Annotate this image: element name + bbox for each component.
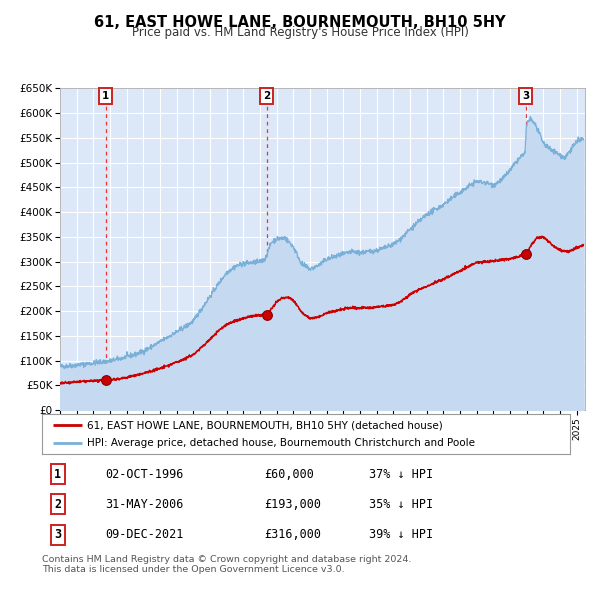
Text: 39% ↓ HPI: 39% ↓ HPI [370,528,433,541]
Text: 1: 1 [54,468,61,481]
Text: 61, EAST HOWE LANE, BOURNEMOUTH, BH10 5HY: 61, EAST HOWE LANE, BOURNEMOUTH, BH10 5H… [94,15,506,30]
Text: 02-OCT-1996: 02-OCT-1996 [106,468,184,481]
Text: 61, EAST HOWE LANE, BOURNEMOUTH, BH10 5HY (detached house): 61, EAST HOWE LANE, BOURNEMOUTH, BH10 5H… [87,420,443,430]
Text: 31-MAY-2006: 31-MAY-2006 [106,498,184,511]
Text: 2: 2 [263,91,271,101]
Text: Price paid vs. HM Land Registry's House Price Index (HPI): Price paid vs. HM Land Registry's House … [131,26,469,39]
Text: £316,000: £316,000 [264,528,321,541]
Text: 35% ↓ HPI: 35% ↓ HPI [370,498,433,511]
Text: Contains HM Land Registry data © Crown copyright and database right 2024.
This d: Contains HM Land Registry data © Crown c… [42,555,412,574]
Text: 09-DEC-2021: 09-DEC-2021 [106,528,184,541]
Text: 3: 3 [54,528,61,541]
Text: 2: 2 [54,498,61,511]
Text: £60,000: £60,000 [264,468,314,481]
Text: 1: 1 [102,91,109,101]
Text: HPI: Average price, detached house, Bournemouth Christchurch and Poole: HPI: Average price, detached house, Bour… [87,438,475,448]
Text: 37% ↓ HPI: 37% ↓ HPI [370,468,433,481]
Text: £193,000: £193,000 [264,498,321,511]
Text: 3: 3 [522,91,529,101]
